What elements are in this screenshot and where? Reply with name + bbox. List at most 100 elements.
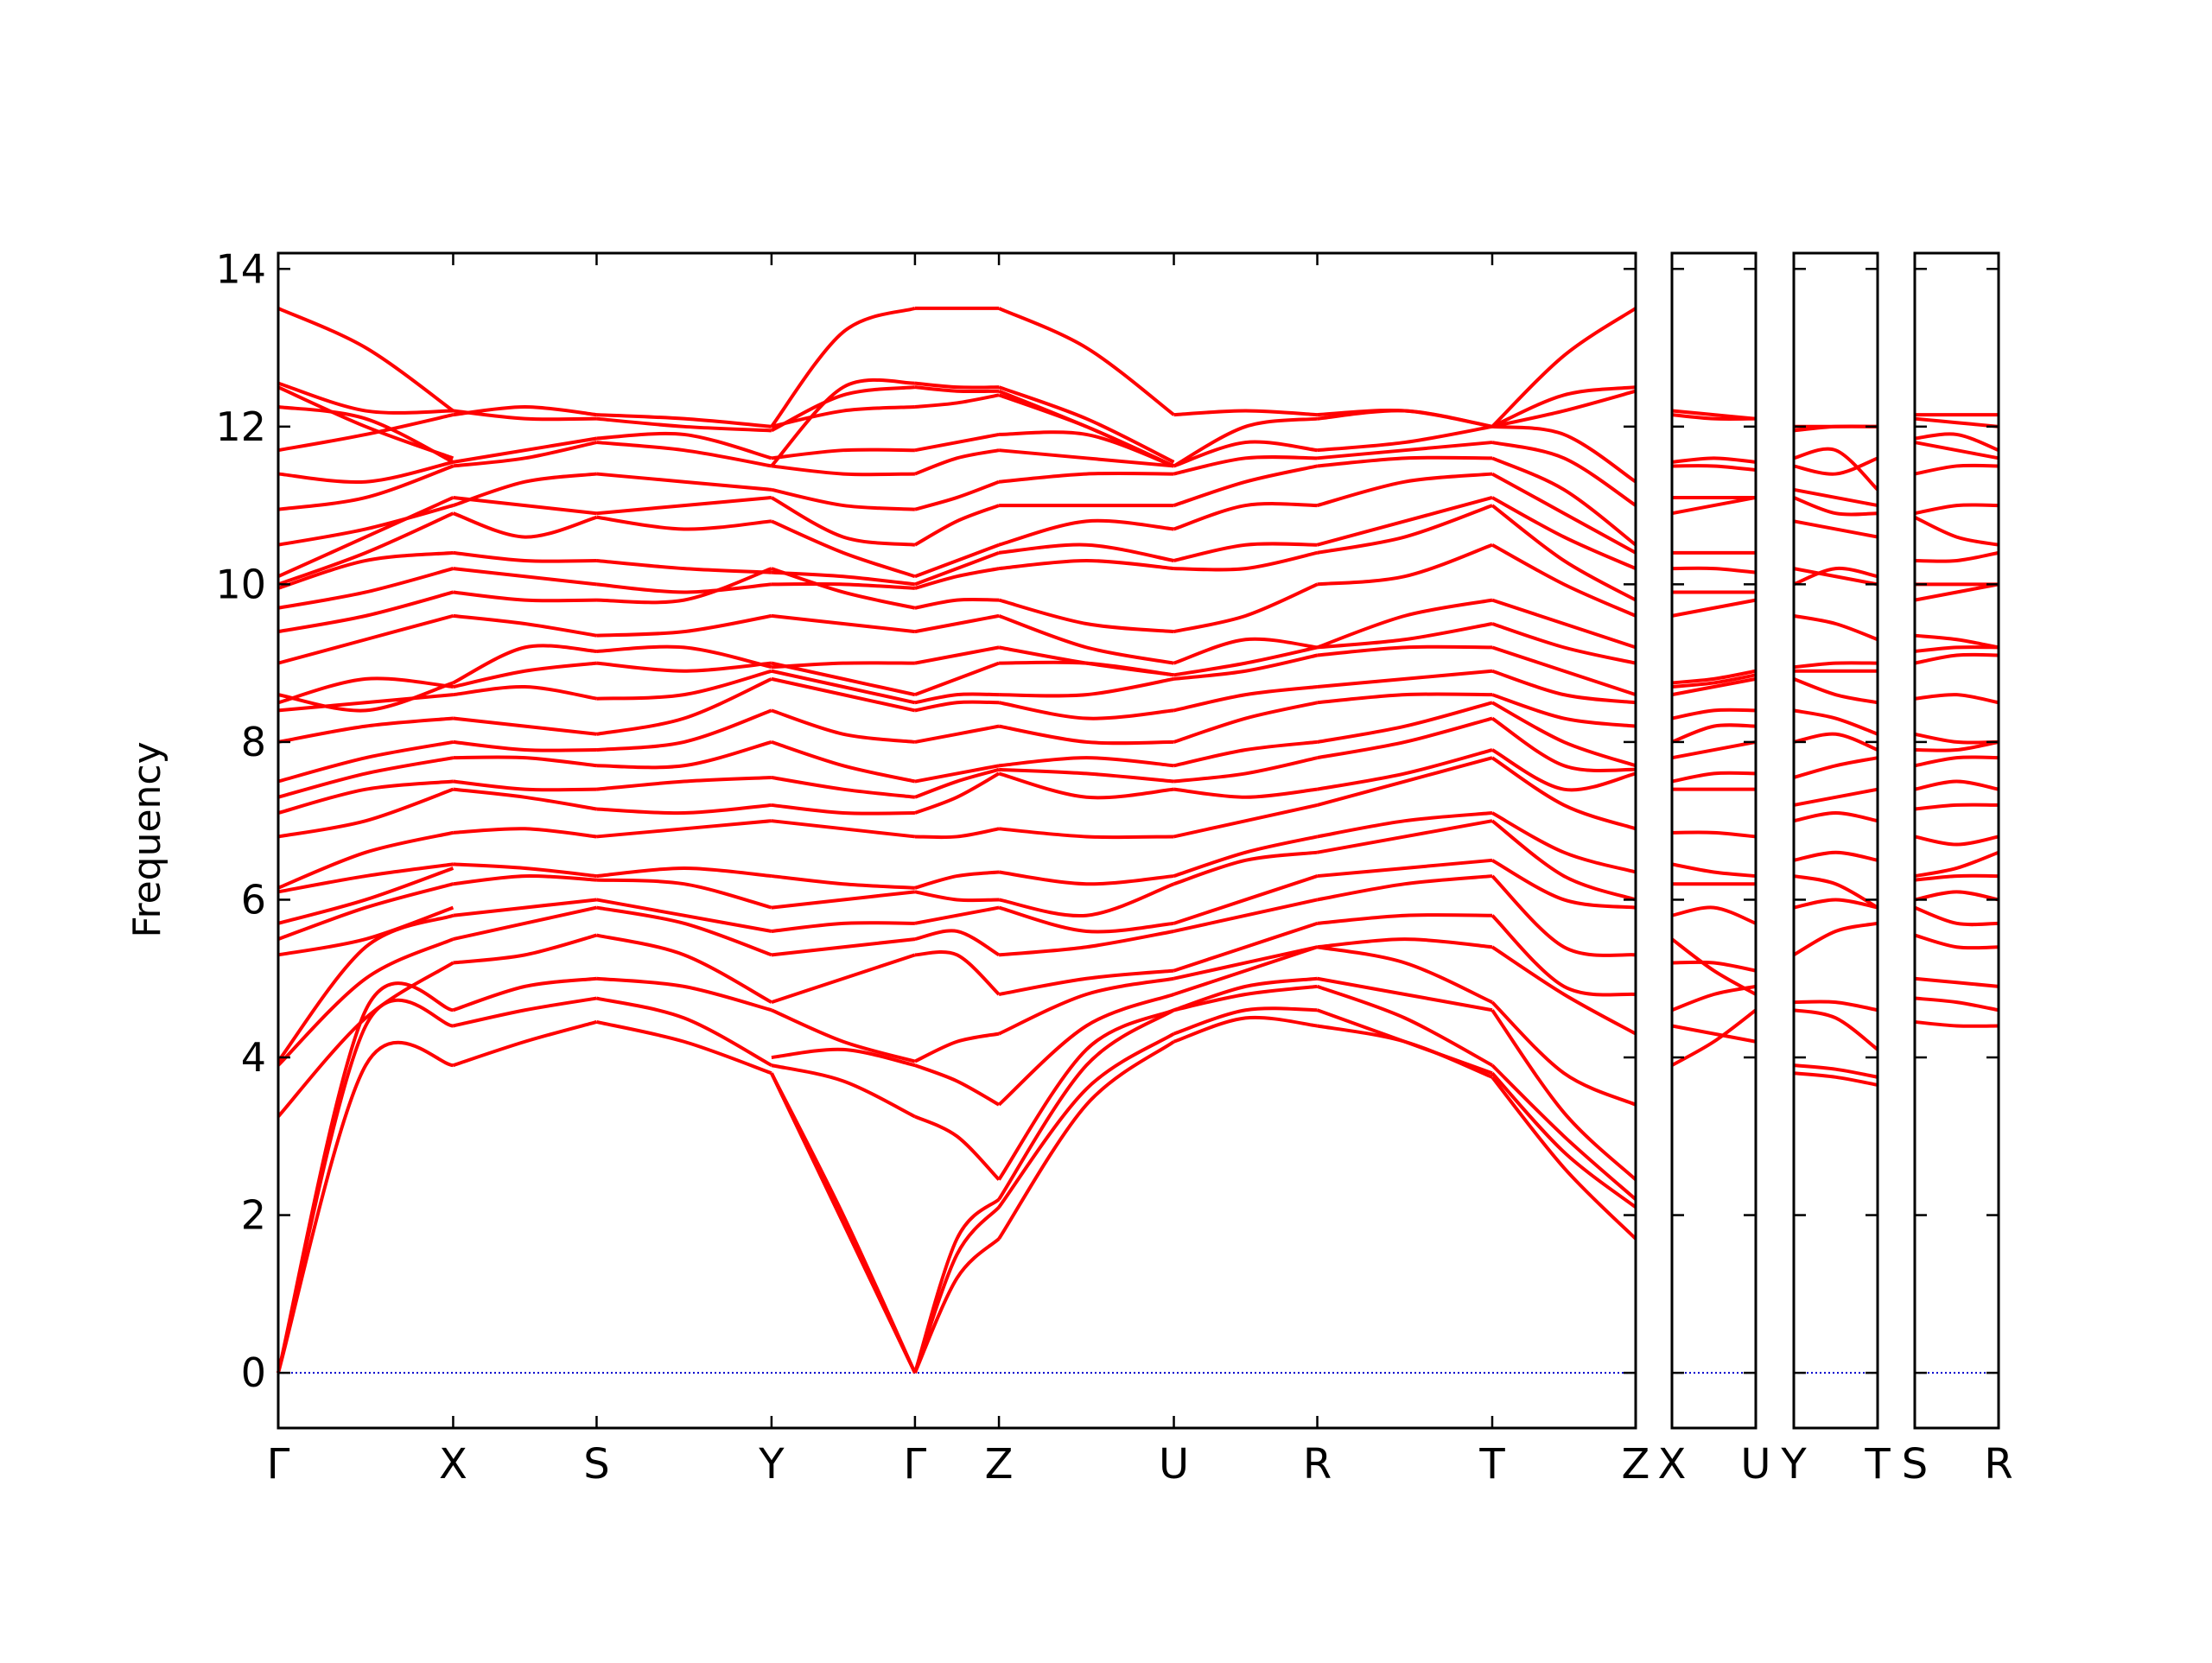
band-line [1793,732,1878,752]
band-line [914,764,1000,784]
band-line [277,385,454,460]
band-line [453,716,597,736]
y-tick-label: 10 [215,561,266,607]
band-line [914,613,1000,634]
band-line [771,890,916,910]
band-line [277,716,454,744]
band-line [277,550,454,590]
band-line [998,613,1174,665]
band-line [277,413,454,453]
band-line [277,779,454,815]
band-line [1671,960,1757,973]
band-line [1914,503,1999,516]
band-line [1914,732,1999,745]
band-line [998,771,1174,800]
band-line [1491,622,1637,665]
band-line [1173,739,1318,768]
band-line [453,898,597,917]
band-line [453,441,597,468]
band-line [1317,409,1493,428]
band-line [452,472,597,507]
x-tick-label: Z [985,1440,1014,1488]
band-line [1671,464,1757,473]
band-line [1317,424,1493,453]
band-line [1173,645,1318,677]
band-line [1491,669,1637,705]
band-line [1173,416,1318,468]
x-tick-label: T [1864,1440,1891,1488]
band-line [1491,645,1637,697]
band-line [1173,921,1319,973]
band-line [277,496,454,579]
band-line [1317,543,1493,587]
band-line [1173,454,1318,476]
x-tick-label: Γ [904,1440,927,1488]
band-line [277,739,454,784]
band-line [1793,567,1878,587]
band-line [276,937,454,1067]
band-line [998,905,1174,934]
band-line [1793,811,1878,823]
band-line [1317,819,1493,854]
band-line [1671,830,1757,839]
band-line [1914,645,1999,653]
band-line [997,1008,1175,1181]
band-line [914,543,1000,579]
band-line [913,504,1000,547]
band-line [596,582,772,594]
band-line [914,661,1000,697]
band-line [914,700,1000,713]
band-line [276,961,454,1118]
band-line [1671,676,1757,697]
band-line [1491,472,1637,555]
x-tick-label: R [1303,1440,1332,1488]
band-line [998,543,1174,562]
x-tick-label: S [1902,1440,1928,1488]
band-line [771,613,916,634]
band-line [771,921,915,933]
band-line [1491,543,1637,618]
band-line [997,1040,1175,1241]
band-line [1317,913,1492,925]
band-line [1793,566,1878,587]
band-line [277,676,454,705]
band-line [1793,850,1878,862]
band-line [1793,1008,1879,1051]
band-line [1793,447,1879,492]
band-line [771,708,916,744]
band-line [771,661,916,697]
band-line [1671,708,1757,720]
band-line [1914,1019,1999,1028]
band-line [914,385,1000,394]
band-line [914,870,1000,890]
band-line [1671,456,1757,464]
band-line [1671,566,1757,574]
band-line [596,933,772,1004]
band-line [998,756,1174,768]
band-line [914,645,1000,665]
band-line [453,590,597,603]
band-line [1316,1008,1493,1076]
band-line [1914,633,1999,650]
band-line [1491,701,1637,768]
band-line [1793,519,1878,539]
band-line [771,1063,916,1119]
y-tick-label: 2 [241,1192,266,1239]
band-line [771,570,916,587]
band-line [277,511,454,587]
band-line [596,613,772,638]
band-line [1173,945,1319,996]
band-line [1173,835,1318,878]
band-line [998,976,1174,1036]
band-line [998,558,1174,571]
band-line [453,787,597,811]
band-line [914,393,1000,409]
band-line [1173,542,1318,562]
band-line [453,827,597,839]
y-tick-label: 8 [241,719,266,765]
band-line [453,550,597,563]
band-line [277,882,454,941]
band-line [771,447,915,460]
